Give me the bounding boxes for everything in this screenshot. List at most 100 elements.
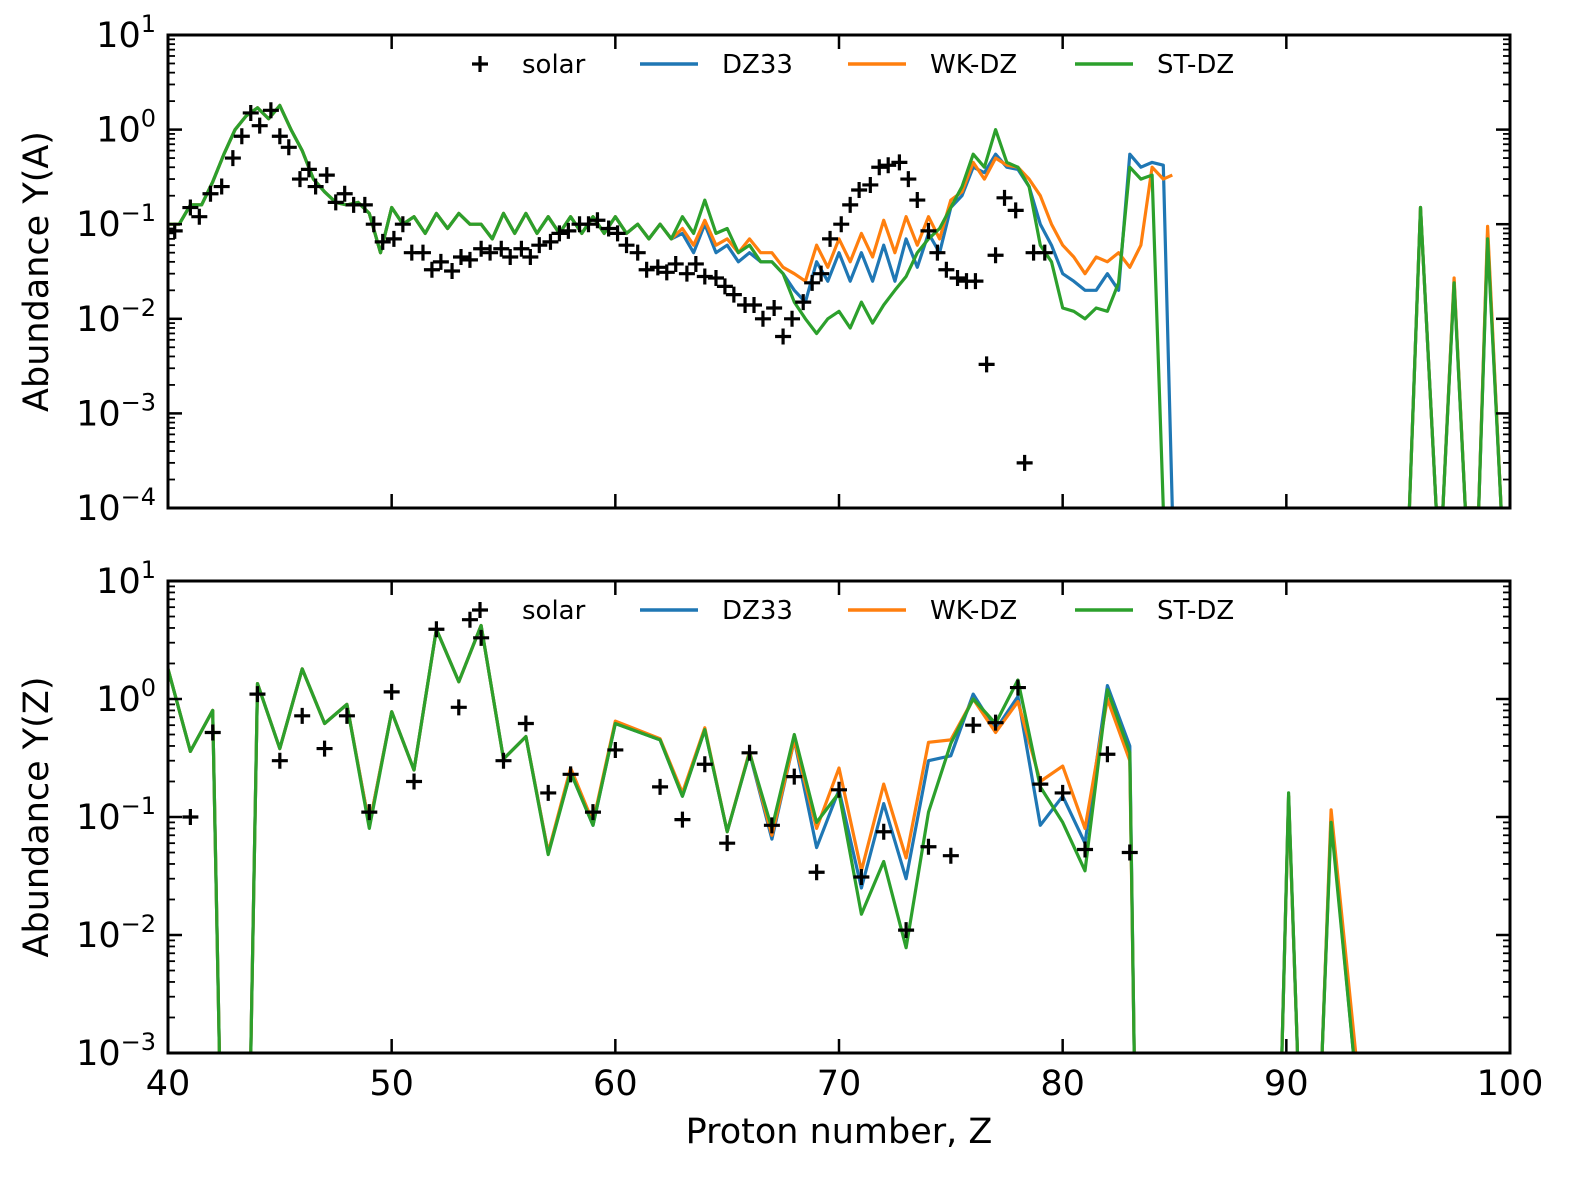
solar-point — [450, 699, 467, 716]
solar-point — [374, 233, 391, 250]
solar-point — [453, 249, 470, 266]
legend: solar DZ33 WK-DZ ST-DZ — [472, 50, 1234, 80]
solar-point — [900, 171, 917, 188]
solar-point — [213, 178, 230, 195]
x-tick-label: 70 — [817, 1064, 862, 1104]
y-tick-label: 100 — [96, 105, 156, 151]
solar-point — [813, 265, 830, 282]
solar-point — [891, 154, 908, 171]
solar-point — [754, 310, 771, 327]
series-line-st-dz-1 — [1407, 205, 1503, 508]
solar-point — [600, 220, 617, 237]
x-tick-label: 60 — [593, 1064, 638, 1104]
solar-point — [394, 216, 411, 233]
y-tick-label: 101 — [96, 10, 156, 56]
x-tick-label: 40 — [146, 1064, 191, 1104]
legend-marker-solar — [472, 56, 488, 72]
solar-point — [763, 817, 780, 834]
solar-point — [562, 766, 579, 783]
solar-point — [716, 278, 733, 295]
solar-point — [1007, 202, 1024, 219]
solar-point — [996, 189, 1013, 206]
solar-point — [875, 823, 892, 840]
solar-point — [191, 208, 208, 225]
legend-label-st-dz: ST-DZ — [1157, 596, 1234, 626]
solar-point — [851, 181, 868, 198]
series-group — [168, 103, 1503, 508]
solar-point — [667, 255, 684, 272]
solar-point — [658, 264, 675, 281]
solar-point — [719, 835, 736, 852]
solar-point — [786, 768, 803, 785]
solar-point — [513, 240, 530, 257]
legend-label-dz33: DZ33 — [722, 50, 793, 80]
x-tick-label: 90 — [1264, 1064, 1309, 1104]
solar-point — [833, 216, 850, 233]
solar-point — [609, 225, 626, 242]
x-axis-label: Proton number, Z — [686, 1112, 993, 1152]
solar-point — [687, 255, 704, 272]
solar-point — [461, 611, 478, 628]
x-tick-label: 100 — [1477, 1064, 1544, 1104]
solar-point — [678, 265, 695, 282]
y-axis-label: Abundance Y(A) — [17, 131, 57, 412]
y-tick-label: 100 — [96, 674, 156, 720]
y-tick-label: 10−2 — [76, 910, 156, 956]
solar-point — [473, 629, 490, 646]
y-axis-label: Abundance Y(Z) — [17, 677, 57, 958]
solar-point — [318, 167, 335, 184]
solar-point — [1054, 784, 1071, 801]
solar-point — [871, 159, 888, 176]
solar-point — [1016, 454, 1033, 471]
solar-point — [502, 249, 519, 266]
solar-point — [967, 273, 984, 290]
solar-point — [1036, 244, 1053, 261]
solar-point — [542, 233, 559, 250]
solar-point — [242, 104, 259, 121]
solar-point — [987, 247, 1004, 264]
solar-point — [725, 286, 742, 303]
series-group — [168, 623, 1358, 1053]
solar-point — [414, 244, 431, 261]
solar-point — [784, 310, 801, 327]
y-tick-label: 10−3 — [76, 1028, 156, 1074]
series-line-st-dz-1 — [249, 623, 1136, 1053]
solar-point — [1121, 844, 1138, 861]
x-tick-label: 50 — [369, 1064, 414, 1104]
solar-point — [696, 756, 713, 773]
series-line-wk-dz-0 — [168, 103, 1173, 283]
solar-point — [920, 838, 937, 855]
solar-point — [1009, 679, 1026, 696]
series-line-st-dz-2 — [1280, 791, 1300, 1053]
solar-point — [949, 269, 966, 286]
legend-label-dz33: DZ33 — [722, 596, 793, 626]
series-line-dz33-1 — [249, 623, 1136, 1053]
solar-point — [182, 199, 199, 216]
legend-label-wk-dz: WK-DZ — [930, 596, 1017, 626]
solar-point — [294, 707, 311, 724]
solar-point — [589, 212, 606, 229]
solar-point — [649, 259, 666, 276]
bottom-panel-abundance-vs-charge: 40 50 60 70 80 90 100 10−3 10−2 10−1 100 101 Abundan… — [17, 556, 1543, 1152]
solar-point — [291, 171, 308, 188]
legend-label-wk-dz: WK-DZ — [930, 50, 1017, 80]
top-panel-abundance-vs-mass: 10−4 10−3 10−2 10−1 100 101 Abundance Y(A) sola… — [17, 10, 1512, 529]
solar-point — [822, 230, 839, 247]
solar-point — [385, 230, 402, 247]
solar-point — [746, 296, 763, 313]
solar-point — [517, 715, 534, 732]
solar-point — [842, 196, 859, 213]
solar-point — [522, 249, 539, 266]
solar-point — [428, 621, 445, 638]
solar-point — [1077, 841, 1094, 858]
solar-point — [580, 216, 597, 233]
y-tick-label: 101 — [96, 556, 156, 602]
solar-point — [909, 192, 926, 209]
solar-point — [365, 216, 382, 233]
solar-point — [531, 237, 548, 254]
solar-point — [540, 784, 557, 801]
solar-point — [629, 244, 646, 261]
solar-point — [938, 261, 955, 278]
solar-point — [831, 781, 847, 798]
